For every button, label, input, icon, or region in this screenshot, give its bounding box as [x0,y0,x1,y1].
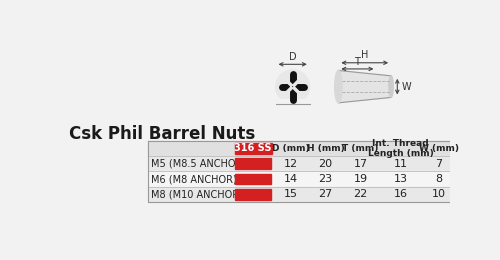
Text: 11: 11 [394,159,407,169]
Text: 12: 12 [284,159,298,169]
Bar [148,156,456,171]
Text: 27: 27 [318,190,332,199]
Text: 10: 10 [432,190,446,199]
Bar [236,189,271,200]
Ellipse shape [389,76,394,98]
Text: D (mm): D (mm) [272,144,310,153]
Bar [276,99,310,105]
Text: 14: 14 [284,174,298,184]
Text: W (mm): W (mm) [419,144,459,153]
Text: T (mm): T (mm) [342,144,378,153]
Text: 7: 7 [436,159,442,169]
Bar [148,187,456,202]
Text: T: T [354,57,360,67]
Text: Csk Phil Barrel Nuts: Csk Phil Barrel Nuts [68,125,255,143]
Text: 19: 19 [354,174,368,184]
Text: D: D [289,52,296,62]
Text: 16: 16 [394,190,407,199]
Bar [148,141,456,156]
Circle shape [276,70,310,103]
FancyBboxPatch shape [234,143,272,154]
Polygon shape [338,70,391,103]
Bar [236,174,271,184]
Text: 20: 20 [318,159,332,169]
Text: 23: 23 [318,174,332,184]
Text: M6 (M8 ANCHOR): M6 (M8 ANCHOR) [151,174,236,184]
Text: H (mm): H (mm) [306,144,344,153]
Text: Int. Thread
Length (mm): Int. Thread Length (mm) [368,139,434,158]
Text: W: W [401,82,411,92]
Bar [236,158,271,169]
Text: 17: 17 [354,159,368,169]
Bar [148,171,456,187]
Text: 22: 22 [354,190,368,199]
Text: 316 SS: 316 SS [234,143,272,153]
Text: M5 (M8.5 ANCHOR): M5 (M8.5 ANCHOR) [151,159,246,169]
Text: M8 (M10 ANCHOR): M8 (M10 ANCHOR) [151,190,242,199]
Text: H: H [361,50,368,61]
Text: 13: 13 [394,174,407,184]
Ellipse shape [334,70,342,103]
Text: 15: 15 [284,190,298,199]
Text: 8: 8 [436,174,442,184]
